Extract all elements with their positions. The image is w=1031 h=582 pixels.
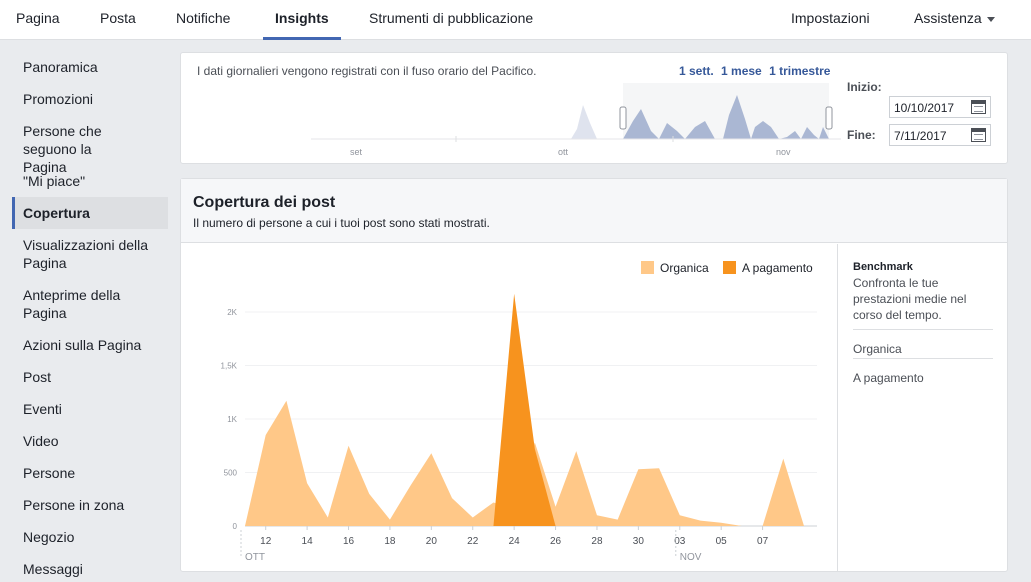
- nav-settings[interactable]: Impostazioni: [791, 10, 870, 26]
- month-label: OTT: [245, 552, 265, 563]
- calendar-icon[interactable]: [971, 100, 986, 114]
- x-tick-label: 03: [674, 536, 686, 547]
- benchmark-title: Benchmark: [853, 261, 913, 273]
- legend-label-organic: Organica: [660, 261, 709, 275]
- sidebar-item-negozio[interactable]: Negozio: [23, 529, 75, 545]
- range-1-week-link[interactable]: 1 sett.: [679, 64, 714, 78]
- x-tick-label: 20: [426, 536, 438, 547]
- y-tick-label: 0: [233, 522, 238, 531]
- x-tick-label: 05: [716, 536, 728, 547]
- timezone-note: I dati giornalieri vengono registrati co…: [197, 64, 537, 78]
- y-tick-label: 1,5K: [221, 362, 238, 371]
- start-date-field[interactable]: 10/10/2017: [889, 96, 991, 118]
- x-tick-label: 12: [260, 536, 272, 547]
- sidebar-item-eventi[interactable]: Eventi: [23, 401, 62, 417]
- sidebar-item-video[interactable]: Video: [23, 433, 59, 449]
- sidebar-item-copertura[interactable]: Copertura: [12, 197, 168, 229]
- sidebar-item-persone[interactable]: Persone: [23, 465, 76, 481]
- x-tick-label: 07: [757, 536, 769, 547]
- area-series-paid: [245, 293, 804, 526]
- post-reach-title: Copertura dei post: [193, 194, 336, 211]
- end-date-label: Fine:: [847, 128, 876, 142]
- divider: [853, 329, 993, 330]
- benchmark-row-organic[interactable]: Organica: [853, 342, 902, 356]
- nav-help-label: Assistenza: [914, 10, 982, 26]
- x-tick-label: 30: [633, 536, 645, 547]
- post-reach-chart[interactable]: 0 500 1K 1,5K 2K 12 14 16 18 20 22 24 26 28 30 03 05 07 OT…: [181, 244, 837, 572]
- mini-axis-label: nov: [776, 147, 791, 157]
- quick-range-links: 1 sett. 1 mese 1 trimestre: [679, 64, 834, 78]
- range-1-month-link[interactable]: 1 mese: [721, 64, 762, 78]
- post-reach-subtitle: Il numero di persone a cui i tuoi post s…: [193, 216, 490, 230]
- x-tick-label: 22: [467, 536, 479, 547]
- range-1-quarter-link[interactable]: 1 trimestre: [769, 64, 831, 78]
- calendar-icon[interactable]: [971, 128, 986, 142]
- mini-axis-label: ott: [558, 147, 569, 157]
- chevron-down-icon: [986, 16, 995, 22]
- sidebar-item-page-previews[interactable]: Anteprime della Pagina: [23, 287, 121, 321]
- legend-paid[interactable]: A pagamento: [723, 261, 813, 275]
- x-tick-label: 28: [591, 536, 603, 547]
- sidebar-item-messaggi[interactable]: Messaggi: [23, 561, 83, 577]
- benchmark-panel: Benchmark Confronta le tue prestazioni m…: [837, 244, 1007, 572]
- y-tick-label: 500: [224, 469, 238, 478]
- end-date-value: 7/11/2017: [894, 129, 947, 143]
- mini-area-series: [623, 95, 829, 139]
- sidebar-item-promozioni[interactable]: Promozioni: [23, 91, 94, 107]
- start-date-label: Inizio:: [847, 80, 882, 94]
- benchmark-description: Confronta le tue prestazioni medie nel c…: [853, 276, 967, 322]
- nav-help-menu[interactable]: Assistenza: [914, 0, 995, 40]
- start-date-value: 10/10/2017: [894, 101, 955, 115]
- nav-tab-pagina[interactable]: Pagina: [16, 10, 60, 26]
- benchmark-row-paid[interactable]: A pagamento: [853, 371, 924, 385]
- sidebar-item-post[interactable]: Post: [23, 369, 52, 385]
- range-start-handle[interactable]: [619, 106, 627, 130]
- legend-swatch-paid: [723, 261, 736, 274]
- x-tick-label: 26: [550, 536, 562, 547]
- area-series-organic: [245, 400, 804, 526]
- post-reach-panel: Copertura dei post Il numero di persone …: [180, 178, 1008, 572]
- range-end-handle[interactable]: [825, 106, 833, 130]
- legend-label-paid: A pagamento: [742, 261, 813, 275]
- divider: [853, 358, 993, 359]
- legend-organic[interactable]: Organica: [641, 261, 709, 275]
- x-tick-label: 18: [384, 536, 396, 547]
- x-tick-label: 14: [302, 536, 314, 547]
- mini-area-before: [571, 105, 597, 139]
- nav-tab-publishing-tools[interactable]: Strumenti di pubblicazione: [369, 10, 534, 26]
- sidebar-item-followers[interactable]: Persone che seguono la Pagina: [23, 123, 102, 175]
- insights-sidebar: Panoramica Promozioni Persone che seguon…: [0, 40, 170, 582]
- month-label: NOV: [680, 552, 702, 563]
- date-range-mini-chart[interactable]: set ott nov: [311, 83, 841, 161]
- sidebar-item-persone-in-zona[interactable]: Persone in zona: [23, 497, 125, 513]
- sidebar-item-likes[interactable]: "Mi piace": [23, 173, 86, 189]
- nav-tab-notifiche[interactable]: Notifiche: [176, 10, 231, 26]
- date-range-panel: I dati giornalieri vengono registrati co…: [180, 52, 1008, 164]
- nav-tab-posta[interactable]: Posta: [100, 10, 136, 26]
- mini-axis-label: set: [350, 147, 363, 157]
- end-date-field[interactable]: 7/11/2017: [889, 124, 991, 146]
- top-navigation: Pagina Posta Notifiche Insights Strument…: [0, 0, 1031, 40]
- y-tick-label: 2K: [227, 308, 237, 317]
- y-tick-label: 1K: [227, 415, 237, 424]
- legend-swatch-organic: [641, 261, 654, 274]
- x-tick-label: 16: [343, 536, 355, 547]
- post-reach-header: Copertura dei post Il numero di persone …: [181, 179, 1007, 243]
- sidebar-item-page-views[interactable]: Visualizzazioni della Pagina: [23, 237, 149, 271]
- nav-tab-insights[interactable]: Insights: [263, 0, 341, 40]
- x-tick-label: 24: [509, 536, 521, 547]
- sidebar-item-panoramica[interactable]: Panoramica: [23, 59, 98, 75]
- sidebar-item-page-actions[interactable]: Azioni sulla Pagina: [23, 337, 142, 353]
